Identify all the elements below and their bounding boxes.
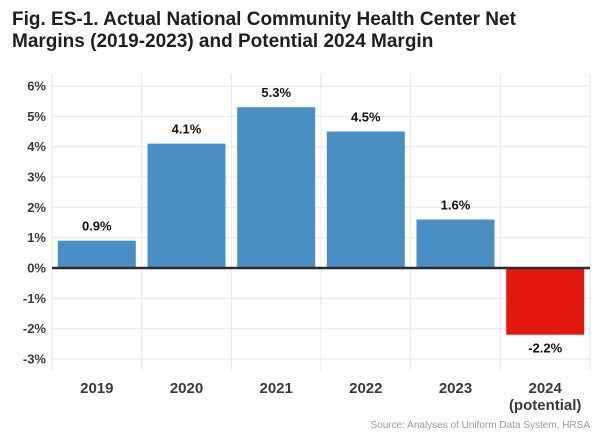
y-tick-label: -2% [23,321,47,336]
y-tick-label: -3% [23,352,47,367]
bar-2021 [237,107,316,268]
y-tick-label: 6% [27,79,46,94]
x-tick-label: 2019 [80,380,113,397]
data-label: 4.5% [351,110,381,125]
y-tick-label: 4% [27,139,46,154]
bar-2022 [326,131,405,268]
x-tick-label: 2023 [439,380,472,397]
y-tick-label: 5% [27,109,46,124]
y-tick-label: 1% [27,230,46,245]
x-tick-label: 2021 [260,380,293,397]
bar-2023 [416,219,495,268]
y-tick-label: 2% [27,200,46,215]
x-tick-label: 2022 [349,380,382,397]
data-label: -2.2% [528,341,562,356]
y-tick-label: -1% [23,291,47,306]
data-label: 0.9% [82,219,112,234]
y-axis-ticks: 6% 5% 4% 3% 2% 1% 0% -1% -2% -3% [23,79,47,367]
data-label: 1.6% [441,198,471,213]
x-tick-label: (potential) [509,397,582,414]
x-axis-ticks: 2019 2020 2021 2022 2023 2024(potential) [80,380,581,414]
data-labels: 0.9% 4.1% 5.3% 4.5% 1.6% -2.2% [82,85,563,356]
data-label: 4.1% [172,122,202,137]
bar-2020 [147,143,226,268]
data-label: 5.3% [261,85,291,100]
y-tick-label: 3% [27,170,46,185]
x-tick-label: 2024 [529,380,563,397]
x-tick-label: 2020 [170,380,203,397]
bar-2019 [57,240,136,268]
gridlines [51,74,591,370]
y-tick-label: 0% [27,261,46,276]
source-note: Source: Analyses of Uniform Data System,… [370,420,590,431]
bar-2024-potential [506,268,585,335]
bars [57,107,585,335]
chart-title: Fig. ES-1. Actual National Community Hea… [12,9,516,52]
